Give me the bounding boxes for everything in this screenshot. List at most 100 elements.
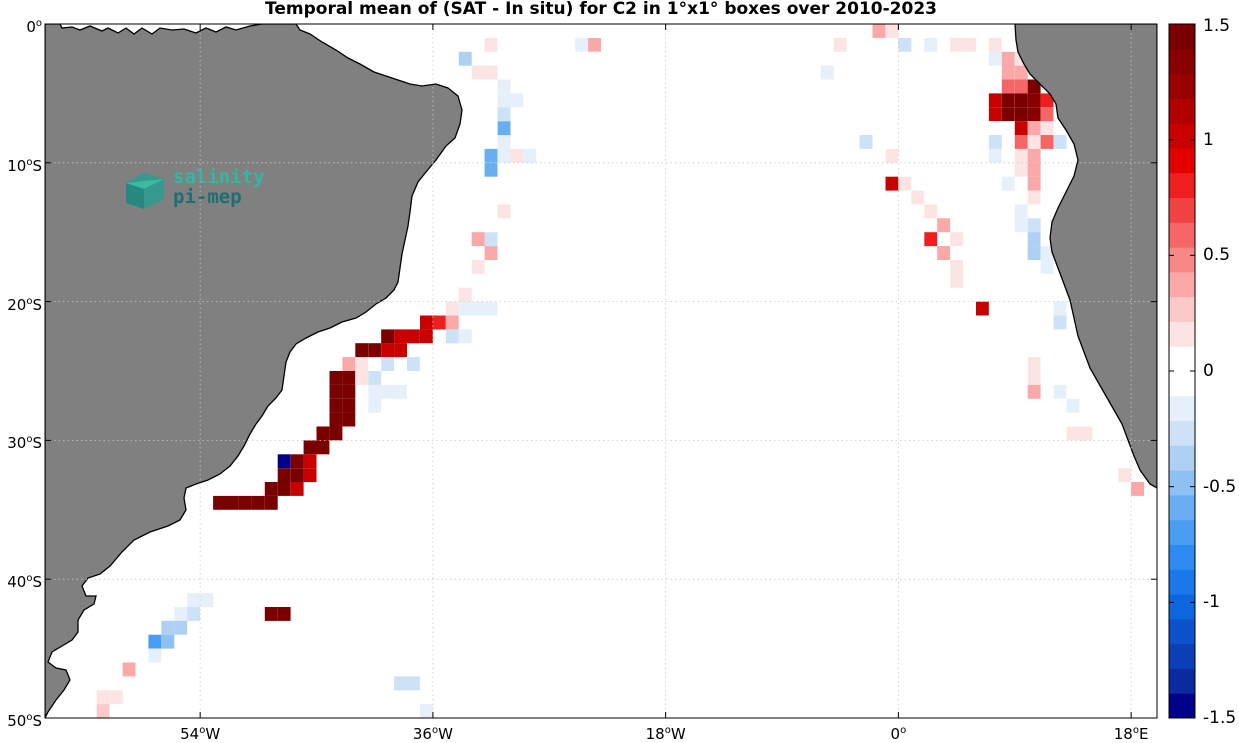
heatmap-cell [381,357,395,371]
heatmap-cell [988,93,1002,108]
heatmap-cell [174,620,188,635]
heatmap-cell [1053,135,1067,149]
heatmap-cell [445,329,459,344]
heatmap-cell [1027,162,1041,177]
africa-land [1014,24,1157,489]
heatmap-cell [1066,329,1080,344]
heatmap-cell [420,704,433,718]
x-tick-label: 0o [890,725,907,743]
colorbar-swatch [1169,24,1195,50]
heatmap-cell [1014,148,1028,163]
y-tick-label: 40oS [7,573,42,592]
heatmap-cell [251,495,265,510]
heatmap-cell [1066,426,1080,441]
y-tick-label: 0o [26,18,42,36]
heatmap-cell [135,662,149,677]
heatmap-cell [187,593,201,607]
heatmap-cell [950,232,963,247]
heatmap-cell [549,24,563,38]
heatmap-cell [277,482,291,496]
colorbar-swatch [1169,371,1195,397]
heatmap-cell [1014,135,1028,149]
heatmap-cells [96,24,1157,718]
heatmap-cell [898,176,912,191]
heatmap-cell [368,662,382,677]
heatmap-cell [1014,176,1028,191]
heatmap-cell [988,51,1002,66]
heatmap-cell [484,65,498,80]
heatmap-cell [988,121,1002,136]
y-tick-label: 20oS [7,295,42,314]
heatmap-cell [355,357,369,371]
heatmap-cell [484,301,498,316]
heatmap-cell [1001,176,1015,191]
heatmap-cell [1014,107,1028,122]
heatmap-cell [471,260,485,274]
heatmap-cell [1118,468,1132,483]
heatmap-cell [1001,148,1015,163]
heatmap-cell [1040,93,1054,108]
heatmap-cell [807,24,821,38]
heatmap-cell [484,232,498,247]
heatmap-cell [1027,176,1041,191]
heatmap-cell [988,301,1002,316]
heatmap-cell [458,287,472,302]
heatmap-cell [420,343,433,358]
colorbar-swatch [1169,271,1195,298]
heatmap-cell [820,65,834,80]
heatmap-cell [1066,398,1080,413]
heatmap-cell [394,343,407,358]
colorbar-tick-label: 0 [1203,361,1214,381]
heatmap-cell [1053,301,1067,316]
heatmap-cell [1001,121,1015,136]
colorbar-tick-label: -1.5 [1203,708,1237,728]
map-frame [44,23,1158,719]
heatmap-cell [859,135,873,149]
heatmap-cell [394,384,407,399]
colorbar-swatch [1169,147,1195,174]
heatmap-cell [833,37,847,52]
heatmap-cell [963,51,976,66]
heatmap-cell [174,607,188,621]
heatmap-cell [329,371,343,385]
heatmap-cell [213,495,226,510]
heatmap-cell [988,148,1002,163]
heatmap-cell [381,343,395,358]
heatmap-cell [1027,218,1041,233]
heatmap-cell [407,357,420,371]
heatmap-cell [1040,135,1054,149]
colorbar-swatch [1169,420,1195,446]
heatmap-cell [484,162,498,177]
heatmap-cell [303,440,317,455]
colorbar-swatch [1169,247,1195,273]
heatmap-cell [1001,65,1015,80]
heatmap-cell [1144,495,1157,510]
heatmap-cell [1014,65,1028,80]
heatmap-cell [976,51,989,66]
heatmap-cell [523,148,537,163]
heatmap-cell [458,51,472,66]
colorbar-swatch [1169,73,1195,99]
x-tick-label: 36oW [412,725,453,743]
heatmap-cell [1027,107,1041,122]
heatmap-cell [264,607,278,621]
heatmap-cell [368,384,382,399]
heatmap-cell [1027,121,1041,136]
heatmap-cell [937,218,951,233]
heatmap-cell [109,690,123,705]
heatmap-cell [1027,135,1041,149]
heatmap-cell [1027,357,1041,371]
heatmap-cell [950,37,963,52]
colorbar-swatch [1169,494,1195,521]
heatmap-cell [898,37,912,52]
heatmap-cell [458,301,472,316]
heatmap-cell [588,37,601,52]
colorbar-swatch [1169,321,1195,347]
heatmap-cell [277,607,291,621]
heatmap-cell [950,51,963,66]
axis-ticks [45,23,1157,719]
heatmap-cell [368,398,382,413]
heatmap-cell [329,412,343,427]
heatmap-cell [1040,246,1054,260]
heatmap-cell [96,704,110,718]
